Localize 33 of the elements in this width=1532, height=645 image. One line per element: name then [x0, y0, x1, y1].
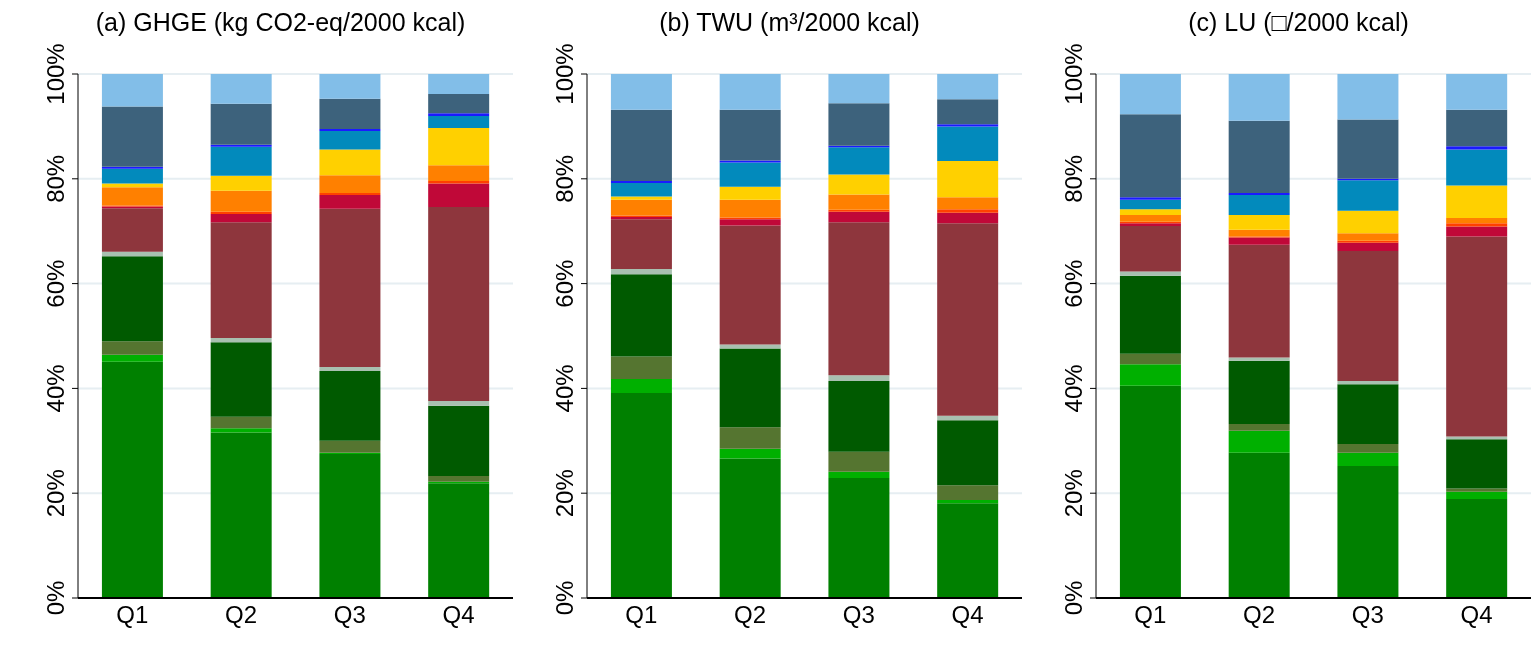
y-tick-label: 80%	[551, 154, 578, 203]
x-tick-label: Q2	[734, 601, 767, 629]
y-tick-label: 100%	[42, 43, 69, 105]
y-tick-label: 40%	[1060, 364, 1087, 413]
x-tick-label: Q2	[1243, 601, 1276, 629]
y-tick-label: 0%	[551, 580, 578, 616]
x-tick-label: Q3	[842, 601, 875, 629]
x-tick-label: Q4	[442, 601, 475, 629]
y-tick-label: 60%	[1060, 259, 1087, 308]
x-tick-label: Q4	[951, 601, 984, 629]
y-tick-label: 80%	[42, 154, 69, 203]
y-tick-label: 0%	[1060, 580, 1087, 616]
x-tick-label: Q1	[625, 601, 658, 629]
x-tick-label: Q1	[1134, 601, 1167, 629]
chart-title: (c) LU (□/2000 kcal)	[1187, 8, 1410, 38]
y-tick-label: 0%	[42, 580, 69, 616]
y-tick-label: 20%	[551, 469, 578, 518]
x-tick-label: Q2	[225, 601, 258, 629]
chart-title: (a) GHGE (kg CO2-eq/2000 kcal)	[94, 8, 467, 38]
y-tick-label: 100%	[1060, 43, 1087, 105]
x-tick-label: Q4	[1460, 601, 1493, 629]
x-tick-label: Q3	[333, 601, 366, 629]
chart-title: (b) TWU (m³/2000 kcal)	[658, 8, 921, 38]
x-tick-label: Q1	[116, 601, 149, 629]
y-tick-label: 80%	[1060, 154, 1087, 203]
y-tick-label: 20%	[42, 469, 69, 518]
y-tick-label: 60%	[42, 259, 69, 308]
y-tick-label: 100%	[551, 43, 578, 105]
y-tick-label: 40%	[42, 364, 69, 413]
y-tick-label: 40%	[551, 364, 578, 413]
x-tick-label: Q3	[1351, 601, 1384, 629]
y-tick-label: 60%	[551, 259, 578, 308]
y-tick-label: 20%	[1060, 469, 1087, 518]
